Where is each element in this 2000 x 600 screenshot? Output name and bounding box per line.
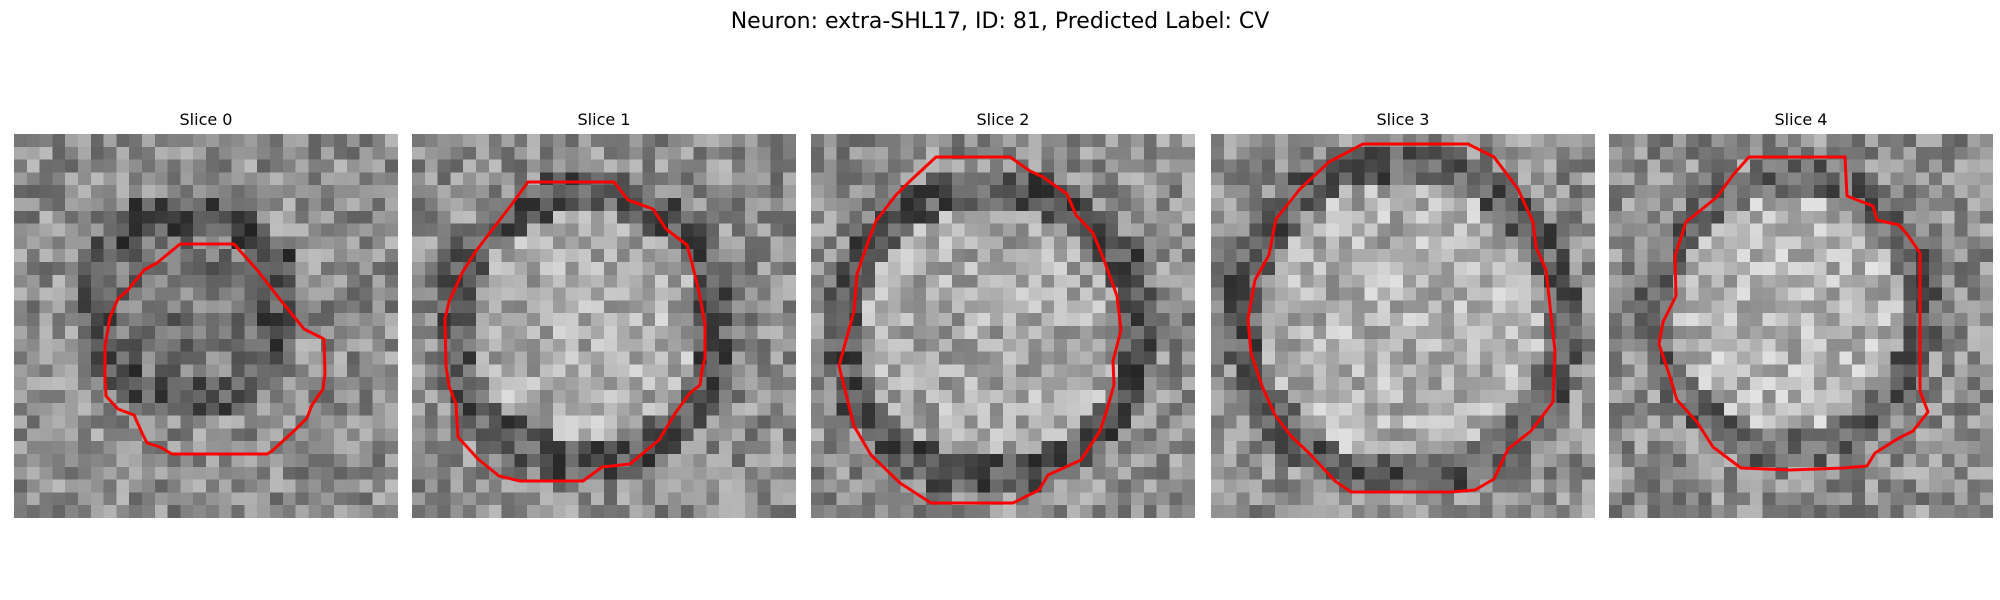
roi-contour xyxy=(1657,155,1930,472)
roi-contour xyxy=(1246,142,1557,494)
slice-title: Slice 0 xyxy=(179,110,233,129)
slice-image xyxy=(1609,134,1993,518)
slice-title: Slice 4 xyxy=(1774,110,1828,129)
slice-title: Slice 3 xyxy=(1376,110,1430,129)
slice-image xyxy=(811,134,1195,518)
roi-contour xyxy=(837,155,1123,505)
roi-contour xyxy=(443,180,707,483)
slice-image xyxy=(14,134,398,518)
slice-image xyxy=(1211,134,1595,518)
roi-contour xyxy=(103,242,327,456)
figure-title: Neuron: extra-SHL17, ID: 81, Predicted L… xyxy=(730,9,1270,34)
slice-title: Slice 1 xyxy=(577,110,631,129)
slice-title: Slice 2 xyxy=(976,110,1030,129)
slice-image xyxy=(412,134,796,518)
